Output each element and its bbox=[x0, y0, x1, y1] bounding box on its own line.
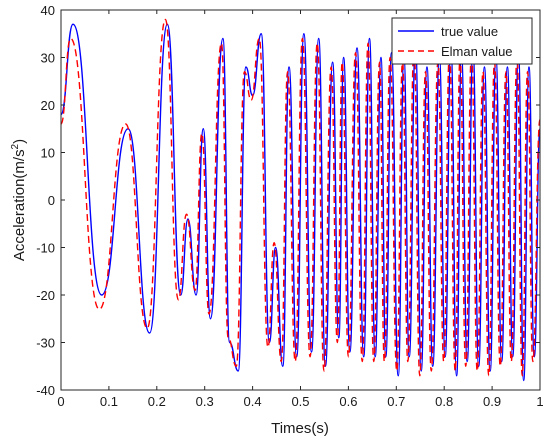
series-line-true-value bbox=[60, 23, 541, 382]
y-tick-label: 0 bbox=[48, 193, 55, 208]
series-line-elman-value bbox=[60, 18, 541, 377]
x-tick-label: 0.5 bbox=[291, 394, 309, 409]
y-tick-label: 30 bbox=[41, 51, 55, 66]
y-axis-label-close: ) bbox=[11, 139, 28, 144]
x-tick-label: 0 bbox=[57, 394, 64, 409]
x-tick-label: 0.6 bbox=[339, 394, 357, 409]
x-axis-label: Times(s) bbox=[271, 420, 329, 437]
y-axis-label: Acceleration(m/s2) bbox=[10, 139, 28, 261]
y-tick-label: -30 bbox=[36, 336, 55, 351]
series-layer bbox=[60, 18, 541, 382]
y-axis-ticks: -40 -30 -20 -10 0 10 20 30 40 bbox=[36, 3, 540, 398]
legend: true value Elman value bbox=[391, 17, 533, 65]
x-tick-label: 0.2 bbox=[148, 394, 166, 409]
y-axis-label-main: Acceleration(m/s bbox=[11, 149, 28, 261]
y-tick-label: 40 bbox=[41, 3, 55, 18]
legend-label-elman-value: Elman value bbox=[441, 44, 513, 59]
x-tick-label: 0.9 bbox=[483, 394, 501, 409]
y-axis-label-superscript: 2 bbox=[10, 143, 21, 149]
y-tick-label: 10 bbox=[41, 146, 55, 161]
legend-label-true-value: true value bbox=[441, 24, 498, 39]
x-tick-label: 1 bbox=[536, 394, 543, 409]
x-tick-label: 0.1 bbox=[100, 394, 118, 409]
x-tick-label: 0.4 bbox=[244, 394, 262, 409]
x-axis-ticks: 0 0.1 0.2 0.3 0.4 0.5 0.6 0.7 0.8 0.9 1 bbox=[57, 10, 544, 409]
x-tick-label: 0.7 bbox=[387, 394, 405, 409]
y-tick-label: -40 bbox=[36, 383, 55, 398]
y-tick-label: -20 bbox=[36, 288, 55, 303]
legend-box bbox=[391, 17, 533, 65]
x-tick-label: 0.8 bbox=[435, 394, 453, 409]
x-tick-label: 0.3 bbox=[196, 394, 214, 409]
y-tick-label: 20 bbox=[41, 98, 55, 113]
y-tick-label: -10 bbox=[36, 241, 55, 256]
